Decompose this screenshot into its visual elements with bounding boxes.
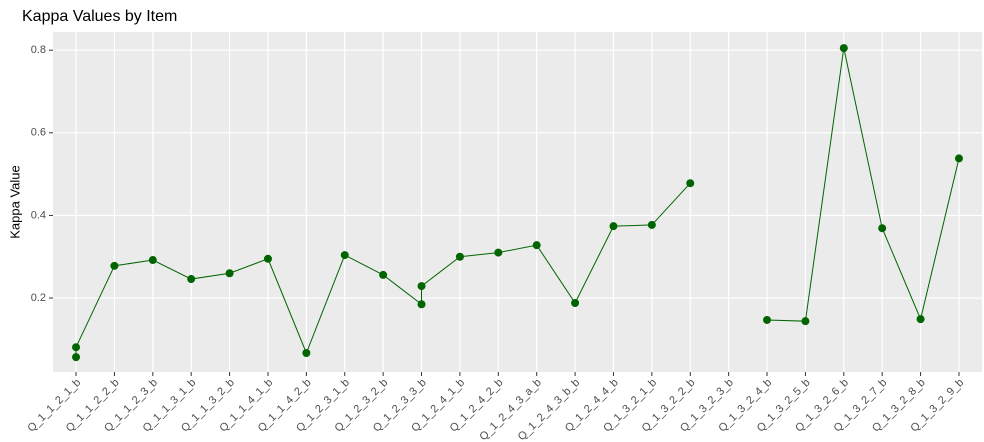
point xyxy=(494,248,503,257)
point xyxy=(763,315,772,324)
y-tick-label: 0.2 xyxy=(31,292,46,304)
point xyxy=(340,251,349,260)
point xyxy=(571,299,580,308)
point xyxy=(417,300,426,309)
point xyxy=(417,282,426,291)
point xyxy=(187,275,196,284)
chart-title: Kappa Values by Item xyxy=(22,8,177,25)
point xyxy=(302,348,311,357)
point xyxy=(72,343,81,352)
point xyxy=(916,315,925,324)
point xyxy=(801,317,810,326)
point xyxy=(225,269,234,278)
point xyxy=(839,44,848,53)
point xyxy=(455,252,464,261)
panel xyxy=(53,32,982,372)
y-tick-label: 0.4 xyxy=(31,209,46,221)
point xyxy=(878,224,887,233)
point xyxy=(72,353,81,362)
point xyxy=(609,222,618,231)
point xyxy=(647,220,656,229)
point xyxy=(110,261,119,270)
point xyxy=(379,270,388,279)
point xyxy=(263,254,272,263)
point xyxy=(532,241,541,250)
series-line xyxy=(767,48,960,322)
y-tick-label: 0.6 xyxy=(31,127,46,139)
y-tick-label: 0.8 xyxy=(31,44,46,56)
point xyxy=(148,256,157,265)
y-axis-label: Kappa Value xyxy=(7,165,22,239)
point xyxy=(954,154,963,163)
point xyxy=(686,179,695,188)
